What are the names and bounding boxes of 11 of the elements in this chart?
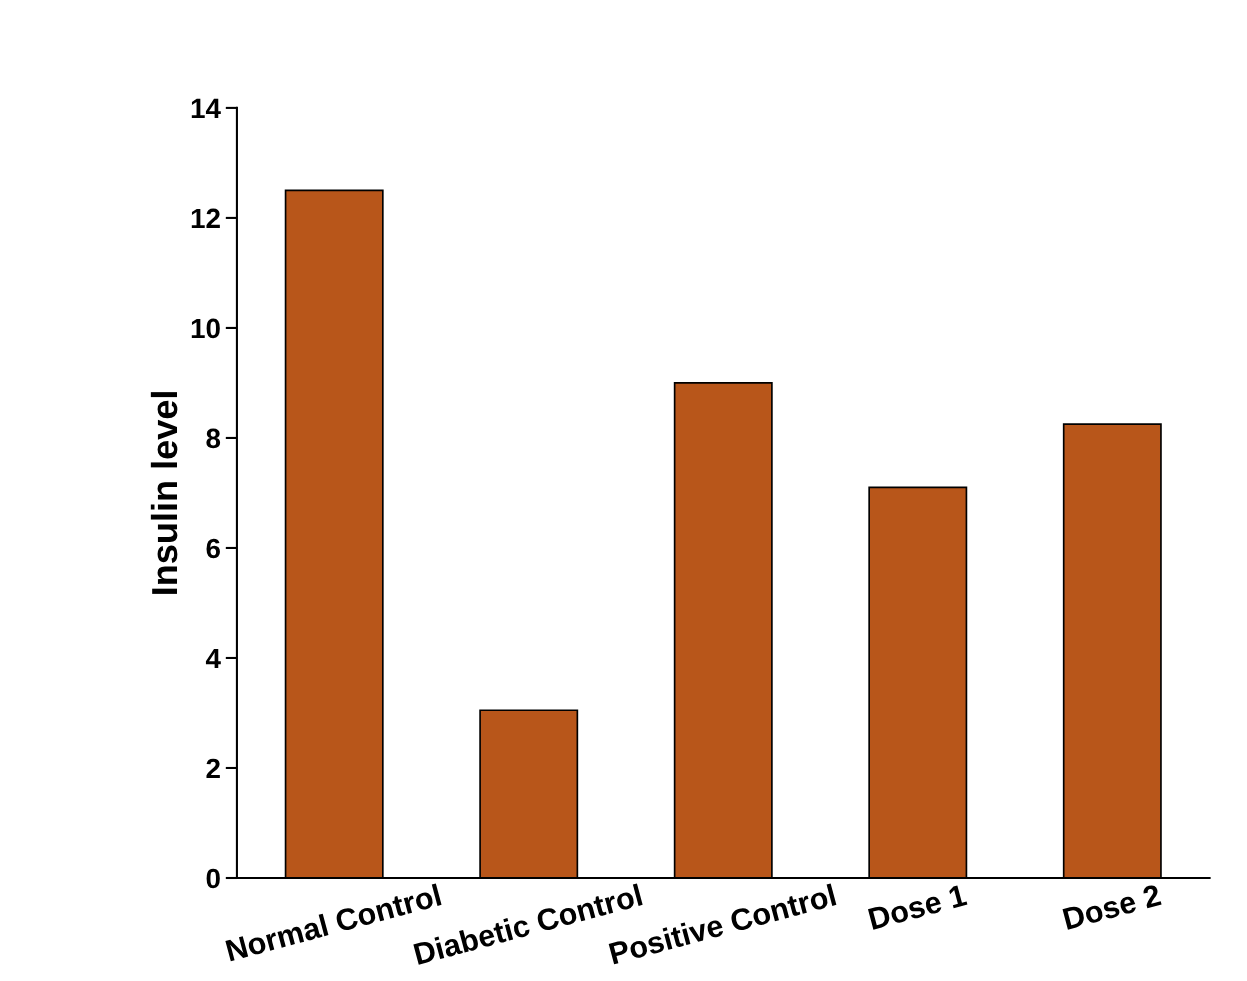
y-tick-label: 10 bbox=[191, 318, 220, 339]
y-tick-label: 6 bbox=[206, 538, 220, 559]
y-tick-label: 14 bbox=[191, 98, 221, 118]
y-tick-label: 2 bbox=[206, 758, 220, 779]
y-tick-label: 0 bbox=[206, 868, 220, 889]
y-axis-title: Insulin level bbox=[150, 392, 178, 594]
y-tick-label: 8 bbox=[206, 428, 221, 449]
x-tick-label: Dose 1 bbox=[867, 884, 968, 930]
x-tick-label: Dose 2 bbox=[1062, 883, 1162, 930]
y-tick-label: 12 bbox=[191, 208, 220, 228]
y-tick-label: 4 bbox=[205, 648, 221, 669]
